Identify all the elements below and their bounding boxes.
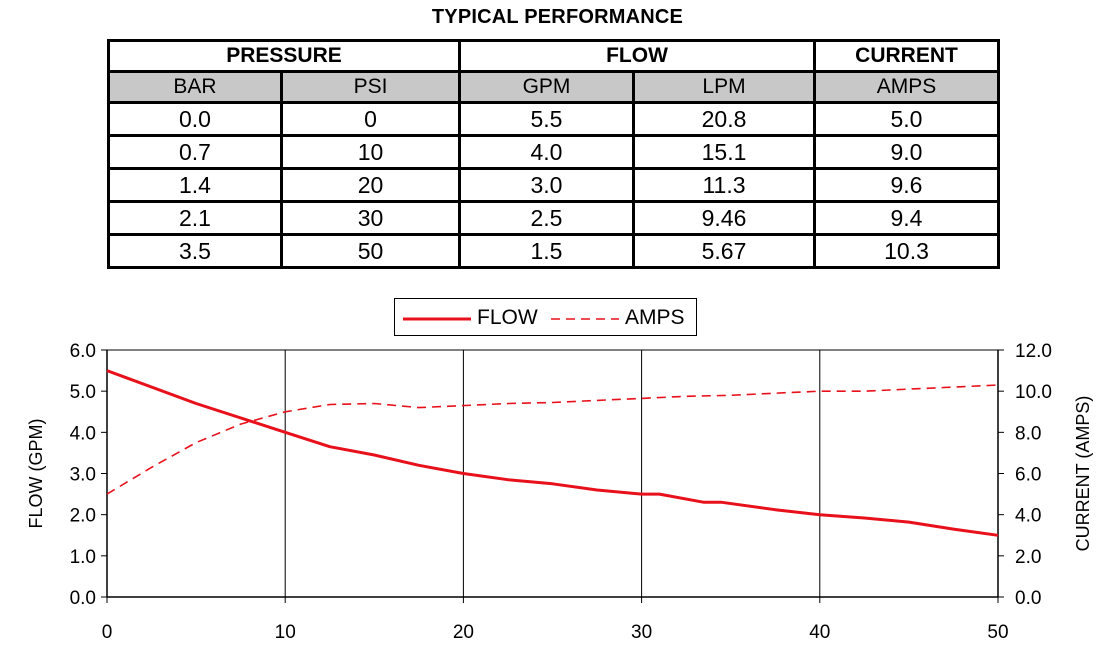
x-tick-label: 0 <box>102 622 113 643</box>
table-cell: 0.0 <box>110 104 283 137</box>
x-tick-label: 10 <box>275 622 296 643</box>
chart-legend: FLOW AMPS <box>394 298 697 336</box>
y-tick-label: 0.0 <box>70 588 96 609</box>
group-header-row: PRESSURE FLOW CURRENT <box>110 42 997 73</box>
table-row: 2.1 30 2.5 9.46 9.4 <box>110 203 997 236</box>
table-cell: 1.5 <box>461 236 635 266</box>
table-cell: 5.5 <box>461 104 635 137</box>
table-cell: 30 <box>283 203 461 236</box>
table-row: 0.7 10 4.0 15.1 9.0 <box>110 137 997 170</box>
x-tick-label: 50 <box>987 622 1008 643</box>
y-tick-label: 4.0 <box>70 423 96 444</box>
table-row: 1.4 20 3.0 11.3 9.6 <box>110 170 997 203</box>
y-axis-title: FLOW (GPM) <box>26 419 46 529</box>
table-cell: 2.1 <box>110 203 283 236</box>
group-header-flow: FLOW <box>461 42 816 73</box>
series-line-amps <box>106 384 999 495</box>
x-tick-label: 40 <box>809 622 830 643</box>
legend-amps-label: AMPS <box>625 306 685 329</box>
y-tick-label: 6.0 <box>70 341 96 362</box>
y2-tick-label: 2.0 <box>1015 547 1041 568</box>
table-cell: 5.0 <box>816 104 997 137</box>
table-cell: 9.46 <box>635 203 816 236</box>
group-header-pressure: PRESSURE <box>110 42 461 73</box>
column-header-bar: BAR <box>110 73 283 104</box>
y2-tick-label: 10.0 <box>1015 382 1052 403</box>
column-header-gpm: GPM <box>461 73 635 104</box>
table-cell: 5.67 <box>635 236 816 266</box>
unit-header-row: BAR PSI GPM LPM AMPS <box>110 73 997 104</box>
table-cell: 9.6 <box>816 170 997 203</box>
series-line-flow <box>106 369 999 537</box>
table-cell: 10.3 <box>884 237 929 264</box>
table-cell: 20.8 <box>635 104 816 137</box>
performance-table: PRESSURE FLOW CURRENT BAR PSI GPM LPM AM… <box>107 39 1000 269</box>
group-header-current: CURRENT <box>816 42 997 73</box>
column-header-psi: PSI <box>283 73 461 104</box>
page-title: TYPICAL PERFORMANCE <box>431 6 684 28</box>
y2-axis-title: CURRENT (AMPS) <box>1073 396 1093 552</box>
y2-tick-label: 8.0 <box>1015 423 1041 444</box>
y-tick-label: 3.0 <box>70 465 96 486</box>
table-row: 3.5 50 1.5 5.67 10.3 <box>110 236 997 266</box>
table-cell: 15.1 <box>635 137 816 170</box>
table-cell: 9.4 <box>816 203 997 236</box>
table-cell: 50 <box>283 236 461 266</box>
table-cell: 3.0 <box>461 170 635 203</box>
table-cell: 11.3 <box>635 170 816 203</box>
table-cell: 9.0 <box>816 137 997 170</box>
table-cell: 20 <box>283 170 461 203</box>
x-tick-label: 30 <box>631 622 652 643</box>
column-header-amps: AMPS <box>816 73 997 104</box>
x-tick-label: 20 <box>453 622 474 643</box>
table-cell: 10 <box>283 137 461 170</box>
y-tick-label: 1.0 <box>70 547 96 568</box>
y2-tick-label: 0.0 <box>1015 588 1041 609</box>
y2-tick-label: 12.0 <box>1015 341 1052 362</box>
table-cell: 3.5 <box>110 236 283 266</box>
y-tick-label: 2.0 <box>70 506 96 527</box>
table-cell: 0.7 <box>110 137 283 170</box>
table-cell: 1.4 <box>110 170 283 203</box>
legend-flow-label: FLOW <box>477 306 538 329</box>
y2-tick-label: 6.0 <box>1015 465 1041 486</box>
column-header-lpm: LPM <box>635 73 816 104</box>
table-row: 0.0 0 5.5 20.8 5.0 <box>110 104 997 137</box>
table-cell: 4.0 <box>461 137 635 170</box>
table-cell: 0 <box>283 104 461 137</box>
table-cell: 2.5 <box>461 203 635 236</box>
y2-tick-label: 4.0 <box>1015 506 1041 527</box>
y-tick-label: 5.0 <box>70 382 96 403</box>
